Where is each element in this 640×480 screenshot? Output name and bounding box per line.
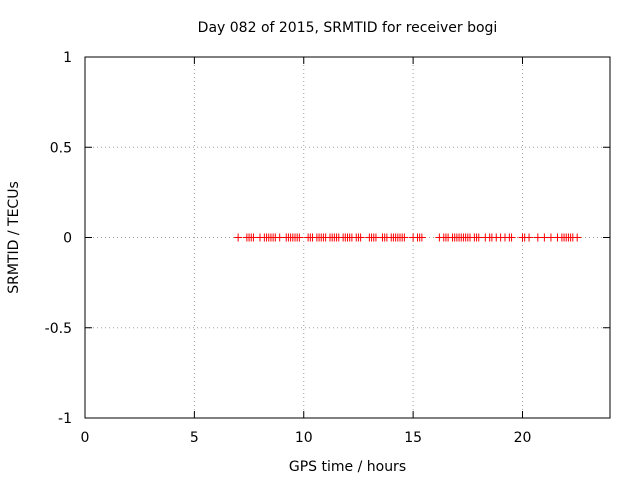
data-point <box>417 233 426 242</box>
y-tick-label: -0.5 <box>45 321 72 337</box>
x-tick-label: 0 <box>81 430 90 446</box>
data-point <box>400 233 409 242</box>
x-tick-label: 15 <box>404 430 422 446</box>
y-tick-label: 1 <box>63 50 72 66</box>
data-point <box>356 233 365 242</box>
tick-labels: -1-0.500.510 5 10 15 20 <box>45 50 532 446</box>
data-point <box>525 233 534 242</box>
chart-title: Day 082 of 2015, SRMTID for receiver bog… <box>198 20 498 36</box>
y-tick-label: -1 <box>58 411 72 427</box>
axis-ticks <box>84 56 610 419</box>
x-axis-label: GPS time / hours <box>289 459 406 475</box>
y-tick-label: 0.5 <box>50 140 72 156</box>
x-tick-label: 20 <box>514 430 532 446</box>
data-point <box>234 233 243 242</box>
y-axis-label: SRMTID / TECUs <box>6 181 22 294</box>
y-tick-label: 0 <box>63 231 72 247</box>
data-point <box>295 233 304 242</box>
data-points <box>234 233 582 242</box>
x-tick-label: 5 <box>190 430 199 446</box>
data-point <box>507 233 516 242</box>
x-tick-label: 10 <box>295 430 313 446</box>
data-point <box>573 233 582 242</box>
